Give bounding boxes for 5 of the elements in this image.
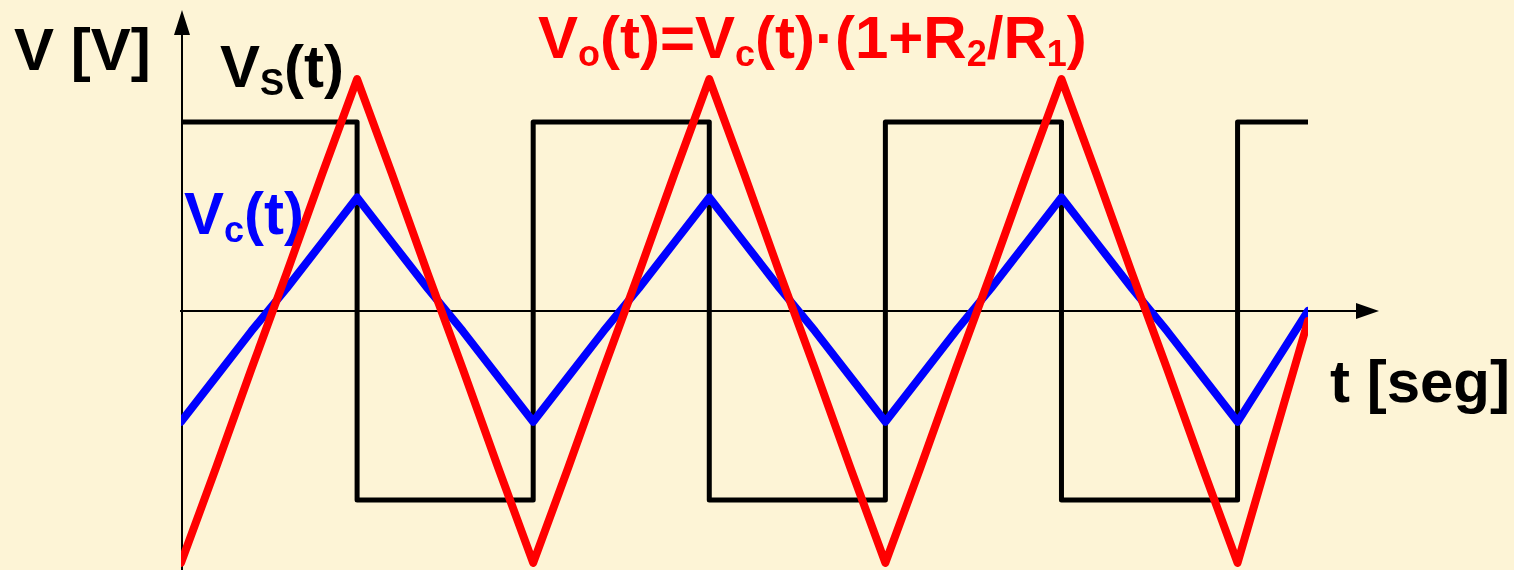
series-label: V$_{c}$(t) [184,180,305,251]
text: V$_{o}$(t)=V$_{c}$(t)·(1+R$_{2}$/R$_{1}$) [538,4,1087,75]
x-axis-title: t [seg] [1330,348,1510,415]
series-label: V$_{S}$(t) [220,33,344,104]
y-axis-title: V [V] [14,16,151,83]
